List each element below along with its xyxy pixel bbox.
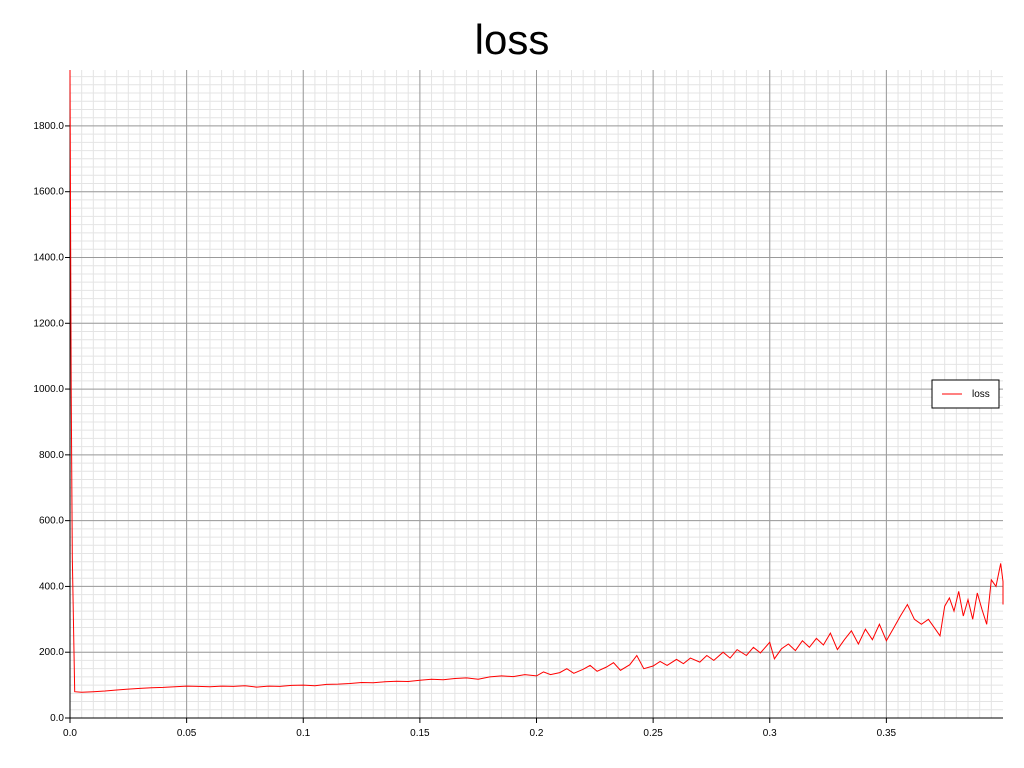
y-tick-label: 1400.0 (33, 252, 64, 263)
y-tick-label: 1800.0 (33, 121, 64, 132)
x-tick-label: 0.05 (177, 728, 197, 739)
y-tick-labels: 0.0 200.0 400.0 600.0 800.0 1000.0 1200.0 1400.… (33, 121, 70, 724)
x-tick-label: 0.3 (763, 728, 777, 739)
y-tick-label: 200.0 (39, 647, 64, 658)
legend: loss (931, 379, 1000, 409)
x-tick-labels: 0.0 0.05 0.1 0.15 0.2 0.25 0.3 0.35 (63, 718, 897, 739)
legend-label: loss (972, 389, 990, 400)
x-tick-label: 0.35 (877, 728, 897, 739)
x-tick-label: 0.0 (63, 728, 77, 739)
y-tick-label: 1600.0 (33, 187, 64, 198)
x-tick-label: 0.1 (296, 728, 310, 739)
y-tick-label: 1000.0 (33, 384, 64, 395)
x-tick-label: 0.25 (643, 728, 663, 739)
x-tick-label: 0.2 (530, 728, 544, 739)
series-line-loss (69, 69, 1004, 693)
x-tick-label: 0.15 (410, 728, 430, 739)
y-tick-label: 600.0 (39, 516, 64, 527)
series-group (69, 69, 1004, 693)
y-tick-label: 0.0 (50, 713, 64, 724)
y-tick-label: 800.0 (39, 450, 64, 461)
y-tick-label: 400.0 (39, 581, 64, 592)
chart-title: loss (474, 16, 550, 63)
y-tick-label: 1200.0 (33, 318, 64, 329)
